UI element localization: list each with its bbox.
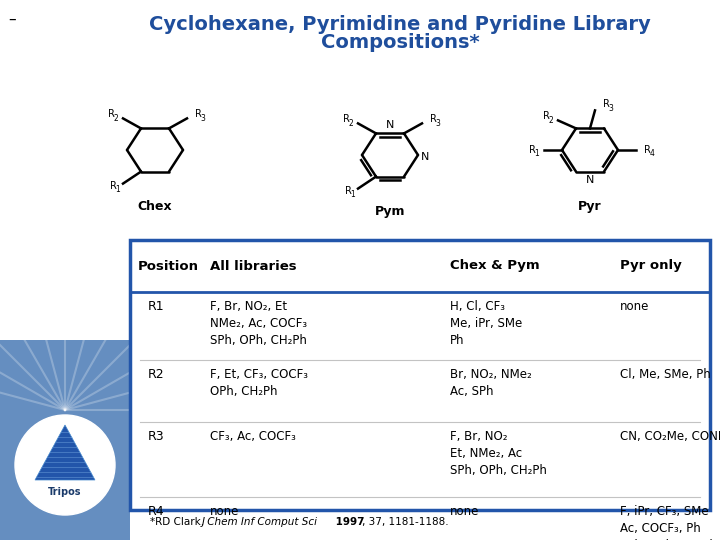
Text: 2: 2 [348, 119, 354, 128]
Text: R3: R3 [148, 430, 165, 443]
Text: 3: 3 [201, 114, 205, 123]
Text: R: R [430, 114, 436, 124]
Text: R: R [107, 110, 114, 119]
Text: N: N [386, 120, 394, 130]
Text: Cl, Me, SMe, Ph: Cl, Me, SMe, Ph [620, 368, 711, 381]
Text: Chex: Chex [138, 200, 172, 213]
Text: 1: 1 [535, 150, 539, 159]
Text: F, Br, NO₂, Et
NMe₂, Ac, COCF₃
SPh, OPh, CH₂Ph: F, Br, NO₂, Et NMe₂, Ac, COCF₃ SPh, OPh,… [210, 300, 307, 347]
Text: Tripos: Tripos [48, 487, 82, 497]
Text: R4: R4 [148, 505, 165, 518]
Text: *RD Clark.: *RD Clark. [150, 517, 211, 527]
Text: 2: 2 [549, 116, 554, 125]
Text: R: R [528, 145, 536, 155]
Text: CN, CO₂Me, CONH₂: CN, CO₂Me, CONH₂ [620, 430, 720, 443]
Text: F, iPr, CF₃, SMe
Ac, COCF₃, Ph
SPh, OPh, CH₂Ph: F, iPr, CF₃, SMe Ac, COCF₃, Ph SPh, OPh,… [620, 505, 717, 540]
Text: 4: 4 [649, 150, 654, 159]
Text: none: none [210, 505, 239, 518]
Text: F, Br, NO₂
Et, NMe₂, Ac
SPh, OPh, CH₂Ph: F, Br, NO₂ Et, NMe₂, Ac SPh, OPh, CH₂Ph [450, 430, 547, 477]
Circle shape [15, 415, 115, 515]
FancyBboxPatch shape [130, 240, 710, 510]
Text: 3: 3 [608, 104, 613, 113]
Text: All libraries: All libraries [210, 260, 297, 273]
Text: 2: 2 [114, 114, 118, 123]
Text: 1: 1 [116, 185, 120, 194]
Text: R: R [343, 114, 349, 124]
Text: R: R [644, 145, 650, 155]
Text: CF₃, Ac, COCF₃: CF₃, Ac, COCF₃ [210, 430, 296, 443]
Text: Pyr: Pyr [578, 200, 602, 213]
Text: 1: 1 [351, 190, 356, 199]
Text: R: R [603, 99, 609, 110]
Text: 1997: 1997 [332, 517, 364, 527]
Text: R1: R1 [148, 300, 165, 313]
Text: Cyclohexane, Pyrimidine and Pyridine Library: Cyclohexane, Pyrimidine and Pyridine Lib… [149, 15, 651, 34]
Text: , 37, 1181-1188.: , 37, 1181-1188. [362, 517, 449, 527]
Text: H, Cl, CF₃
Me, iPr, SMe
Ph: H, Cl, CF₃ Me, iPr, SMe Ph [450, 300, 522, 347]
Text: R: R [543, 111, 549, 122]
Polygon shape [35, 425, 95, 480]
Text: Chex & Pym: Chex & Pym [450, 260, 539, 273]
Text: J Chem Inf Comput Sci: J Chem Inf Comput Sci [202, 517, 318, 527]
Text: R2: R2 [148, 368, 165, 381]
Text: R: R [109, 180, 117, 191]
Text: Pyr only: Pyr only [620, 260, 682, 273]
Text: 3: 3 [436, 119, 441, 128]
Text: R: R [345, 186, 351, 195]
Text: R: R [194, 110, 202, 119]
Text: Position: Position [138, 260, 199, 273]
Text: N: N [421, 152, 429, 162]
Text: none: none [450, 505, 480, 518]
Text: N: N [586, 174, 594, 185]
Polygon shape [0, 340, 130, 540]
Text: Pym: Pym [374, 205, 405, 218]
Text: Compositions*: Compositions* [320, 33, 480, 52]
Text: –: – [8, 12, 16, 27]
Text: F, Et, CF₃, COCF₃
OPh, CH₂Ph: F, Et, CF₃, COCF₃ OPh, CH₂Ph [210, 368, 308, 398]
Text: none: none [620, 300, 649, 313]
Text: Br, NO₂, NMe₂
Ac, SPh: Br, NO₂, NMe₂ Ac, SPh [450, 368, 532, 398]
